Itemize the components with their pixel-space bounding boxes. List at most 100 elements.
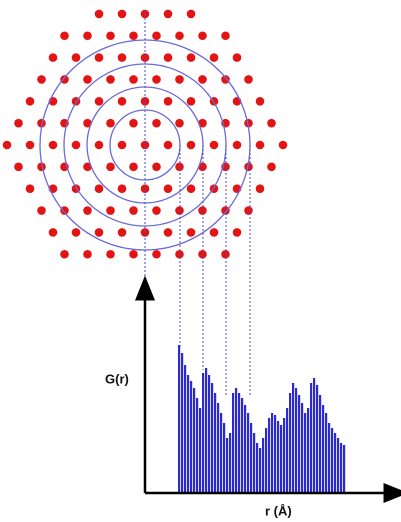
bar [340,443,343,493]
atom [244,118,253,128]
bar [217,403,220,493]
atom [106,31,115,41]
lattice [2,9,288,259]
bar [319,395,322,493]
atom [198,31,207,41]
bar [190,381,193,493]
atom [71,53,81,62]
atom [175,118,184,128]
atom [244,75,253,84]
bar [238,393,241,493]
bar [193,388,196,493]
atom [140,9,150,19]
bar [223,423,226,493]
bar [307,408,310,493]
bar [292,383,295,493]
bar [244,405,247,493]
atom [14,118,23,128]
atom [267,162,276,172]
atom [244,162,253,172]
atom [2,140,12,150]
bar [277,421,280,493]
bar [301,403,304,493]
atom [255,184,265,193]
bar [202,373,205,493]
atom [186,9,196,19]
guides [144,10,251,395]
atom [106,206,115,215]
atom [25,184,35,193]
atom [152,162,161,172]
atom [209,53,219,62]
bar [265,428,268,493]
bar [220,413,223,493]
atom [117,9,127,19]
bar [295,388,298,493]
bar [250,423,253,493]
atom [94,97,104,106]
atom [71,140,81,150]
histogram [178,345,346,493]
atom [37,162,46,172]
bar [268,418,271,493]
atom [117,53,127,62]
atom [163,53,173,62]
atom [83,249,92,259]
atom [83,118,92,128]
bar [331,428,334,493]
bar [235,388,238,493]
bar [343,445,346,493]
bar [187,375,190,493]
atom [232,140,242,150]
atom [255,140,265,150]
atom [152,31,161,41]
atom [163,9,173,19]
bar [211,383,214,493]
atom [175,75,184,84]
atom [186,228,196,237]
atom [60,75,69,84]
atom [83,75,92,84]
atom [60,206,69,215]
bar [232,393,235,493]
atom [152,75,161,84]
atom [83,31,92,41]
atom [186,184,196,193]
atom [94,9,104,19]
atom [175,31,184,41]
bar [316,385,319,493]
atom [140,53,150,62]
atom [25,97,35,106]
atom [198,118,207,128]
atom [152,118,161,128]
bar [259,448,262,493]
atom [163,228,173,237]
bar [328,423,331,493]
bar [334,433,337,493]
atom [83,162,92,172]
atom [94,140,104,150]
atom [163,97,173,106]
atom [71,228,81,237]
bar [214,393,217,493]
atom [94,53,104,62]
bar [196,398,199,493]
bar [280,425,283,493]
atom [140,97,150,106]
bar [274,415,277,493]
atom [140,140,150,150]
bar [298,395,301,493]
bar [205,368,208,493]
atom [117,97,127,106]
y-axis-label: G(r) [105,371,129,386]
atom [198,75,207,84]
atom [60,31,69,41]
atom [129,31,138,41]
atom [117,140,127,150]
bar [247,413,250,493]
bar [322,405,325,493]
bar [208,375,211,493]
atom [129,118,138,128]
atom [186,97,196,106]
